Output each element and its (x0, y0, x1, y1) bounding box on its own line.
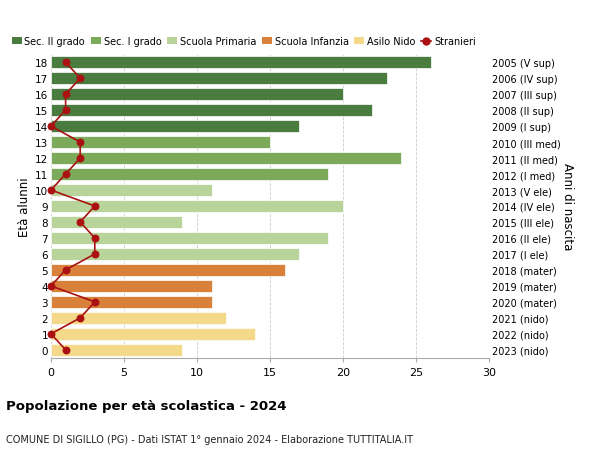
Bar (51, 200, 343, 213)
Y-axis label: Anni di nascita: Anni di nascita (562, 163, 574, 250)
Bar (51, 168, 328, 181)
Bar (51, 216, 182, 229)
Point (46, 330, 56, 338)
Point (61, 267, 70, 274)
Point (61, 59, 70, 67)
Point (61, 91, 70, 99)
Legend: Sec. II grado, Sec. I grado, Scuola Primaria, Scuola Infanzia, Asilo Nido, Stran: Sec. II grado, Sec. I grado, Scuola Prim… (12, 37, 476, 47)
Bar (51, 264, 284, 276)
Point (61, 347, 70, 354)
Bar (51, 296, 212, 308)
Point (46, 187, 56, 194)
Bar (51, 121, 299, 133)
Point (90, 235, 100, 242)
Bar (51, 280, 212, 292)
Point (76, 75, 85, 83)
Bar (51, 248, 299, 261)
Bar (51, 185, 212, 197)
Point (61, 171, 70, 179)
Bar (51, 105, 372, 117)
Y-axis label: Età alunni: Età alunni (18, 177, 31, 236)
Bar (51, 328, 256, 340)
Point (46, 123, 56, 130)
Point (90, 298, 100, 306)
Bar (51, 232, 328, 245)
Bar (51, 344, 182, 356)
Bar (51, 57, 431, 69)
Bar (51, 73, 387, 85)
Point (76, 219, 85, 226)
Point (76, 155, 85, 162)
Point (76, 314, 85, 322)
Point (46, 283, 56, 290)
Bar (51, 137, 270, 149)
Point (90, 203, 100, 210)
Bar (51, 152, 401, 165)
Text: COMUNE DI SIGILLO (PG) - Dati ISTAT 1° gennaio 2024 - Elaborazione TUTTITALIA.IT: COMUNE DI SIGILLO (PG) - Dati ISTAT 1° g… (6, 434, 413, 444)
Point (61, 107, 70, 115)
Point (90, 251, 100, 258)
Bar (51, 312, 226, 325)
Bar (51, 89, 343, 101)
Text: Popolazione per età scolastica - 2024: Popolazione per età scolastica - 2024 (6, 399, 287, 412)
Point (76, 139, 85, 146)
